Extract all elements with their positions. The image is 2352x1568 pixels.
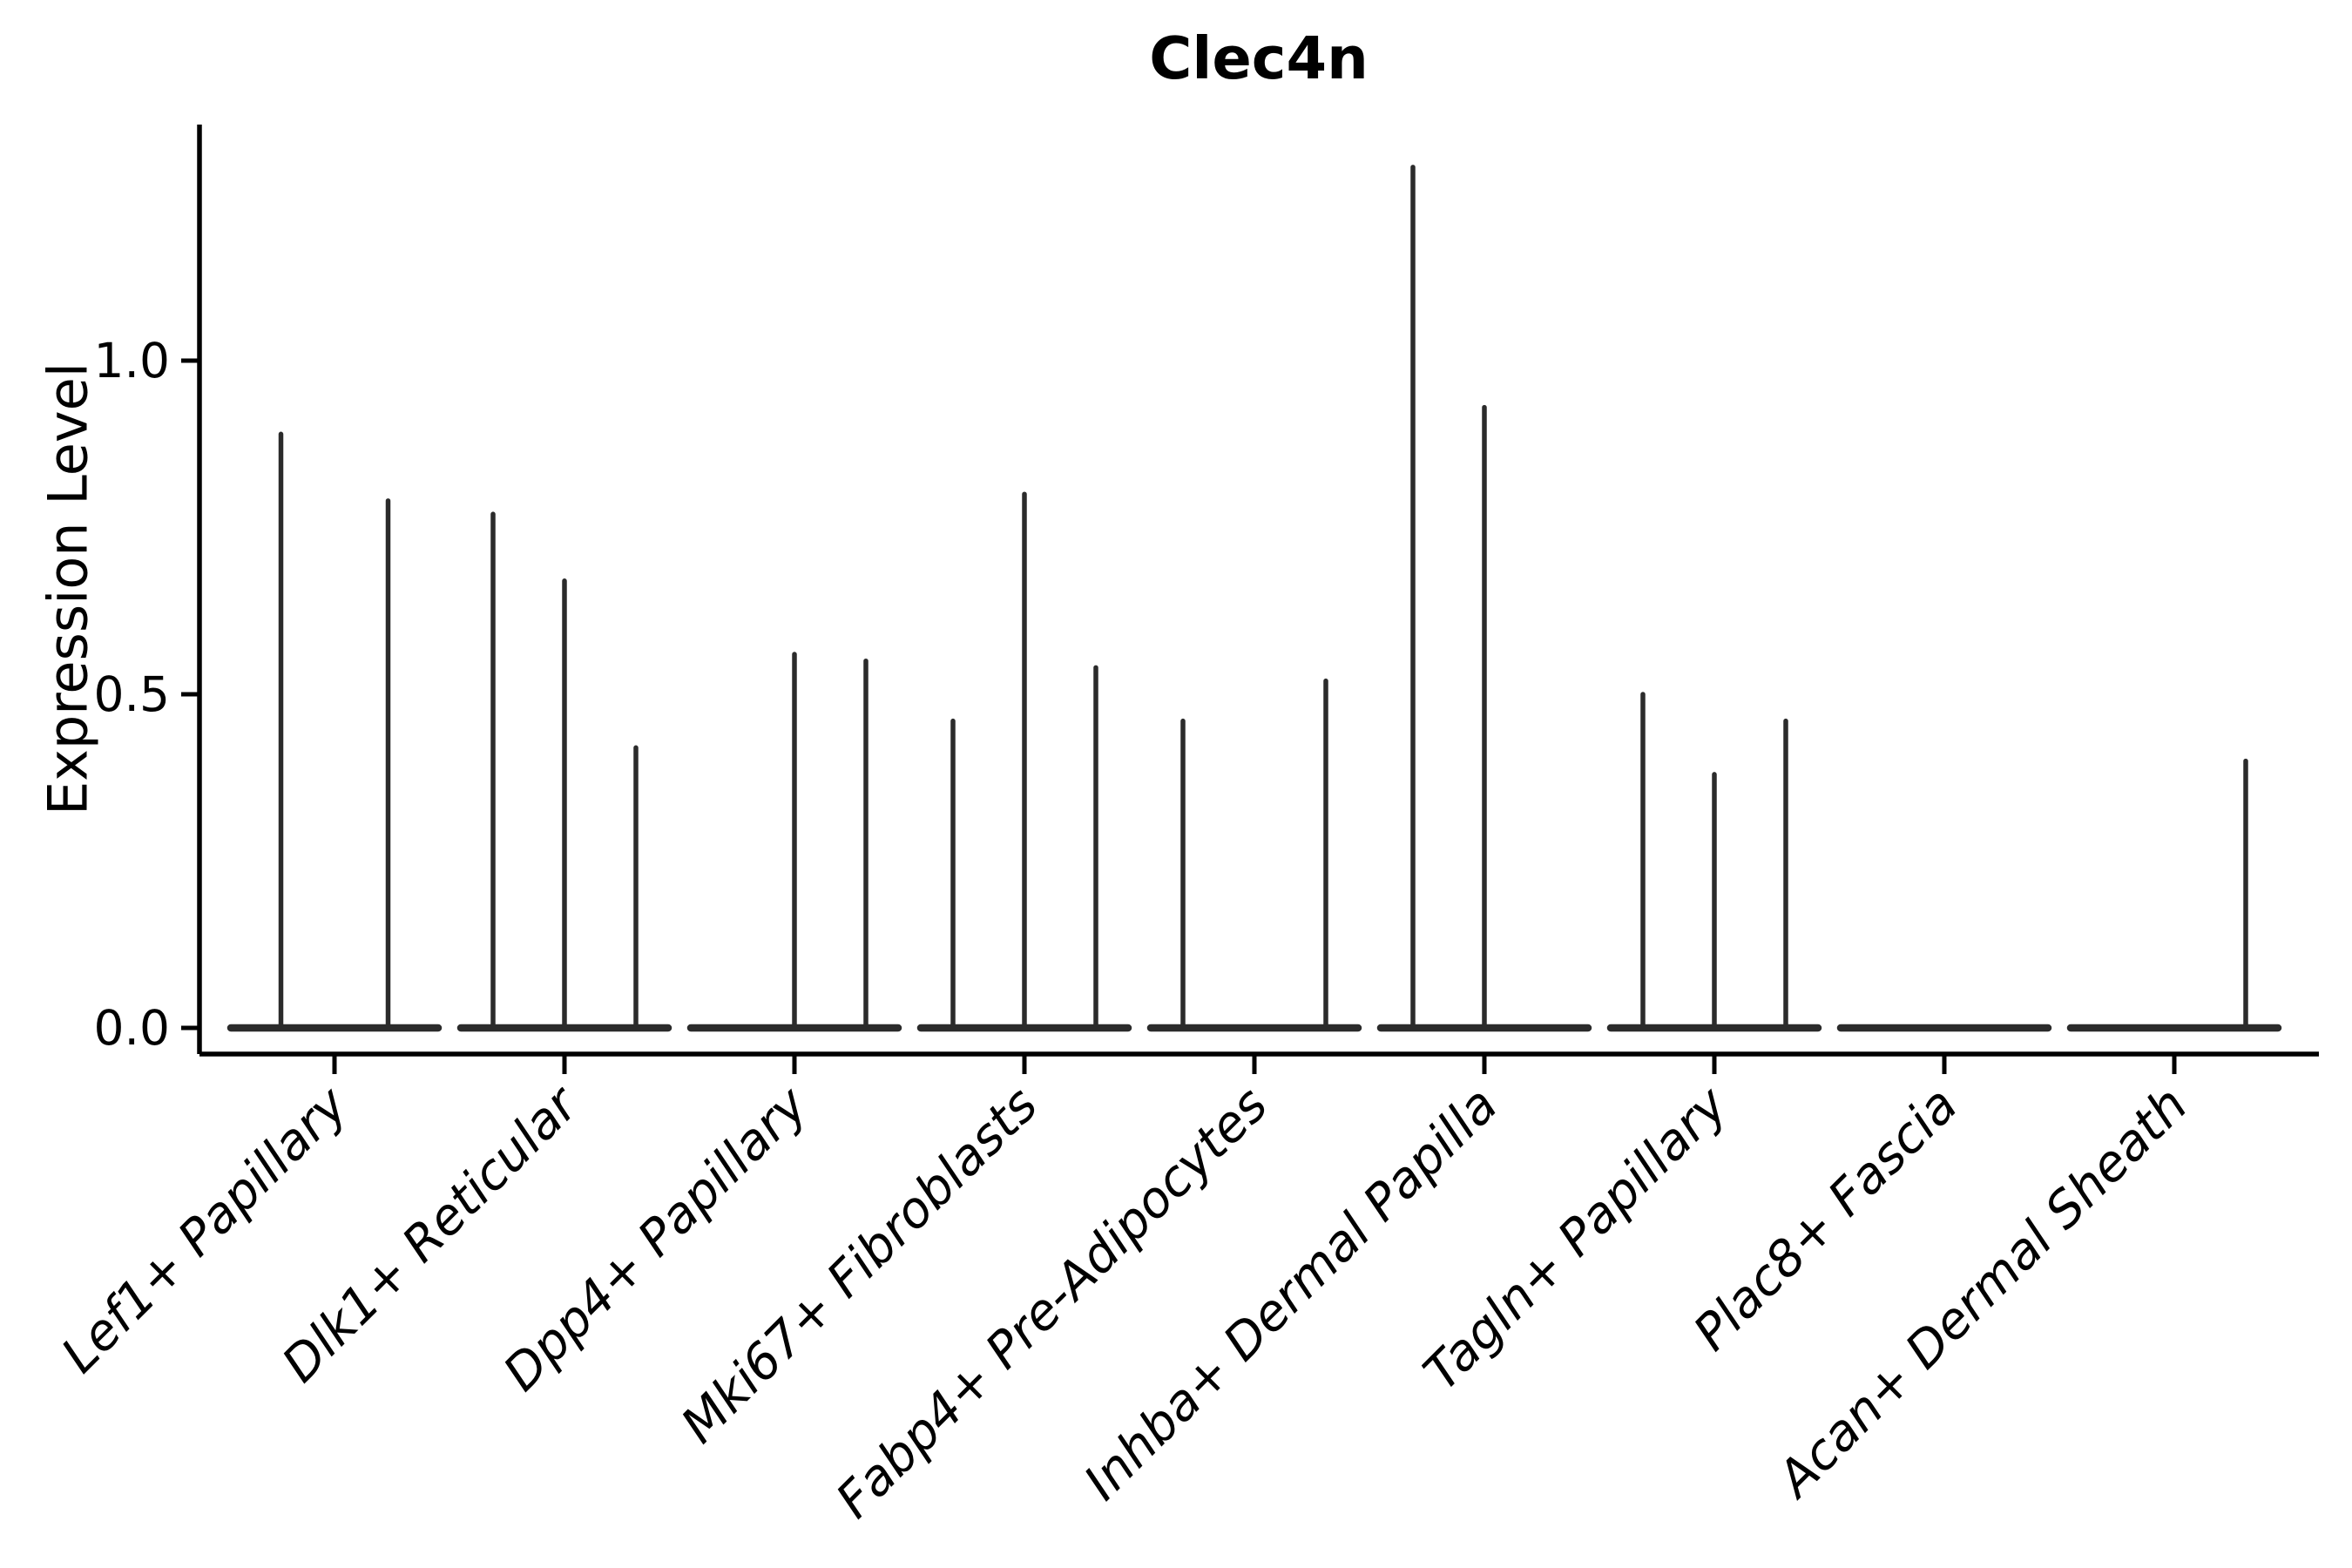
y-tick-label: 1.0	[94, 333, 170, 389]
y-tick-label: 0.5	[94, 666, 170, 722]
x-tick-label: Fabp4+ Pre-Adipocytes	[826, 1076, 1279, 1529]
chart-title: Clec4n	[1149, 24, 1369, 92]
x-tick-label: Acan+ Dermal Sheath	[1764, 1076, 2198, 1510]
x-tick-label: Inhba+ Dermal Papilla	[1073, 1076, 1509, 1511]
y-tick-label: 0.0	[94, 1000, 170, 1056]
